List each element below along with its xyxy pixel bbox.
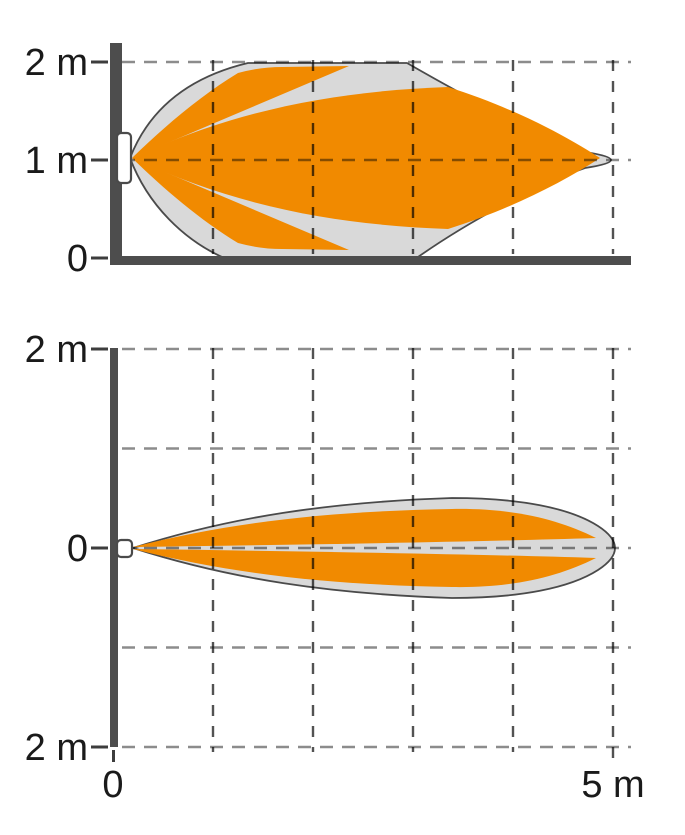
side-view-axis-labels: 2 m 1 m 0 [25,42,108,280]
y-axis-label: 0 [67,528,88,570]
side-view-beam-lower [132,158,349,250]
side-view-sensor-device [115,131,133,185]
y-axis-label: 0 [67,238,88,280]
x-axis-label: 0 [102,764,123,806]
top-view-beam-upper [133,508,596,547]
side-view-chart: 2 m 1 m 0 [25,42,631,280]
y-axis-label: 1 m [25,140,88,182]
y-axis-label: 2 m [25,42,88,84]
side-view-gridlines [122,60,631,254]
top-view-axis-labels: 2 m 0 2 m 0 5 m [25,329,645,806]
top-view-gridlines [122,347,631,766]
side-view-beam-center [132,87,600,229]
y-axis-label: 2 m [25,329,88,371]
top-view-beam-lower [133,549,596,588]
side-view-floor [110,256,631,265]
y-axis-label: 2 m [25,727,88,769]
top-view-sensor-device [115,538,134,559]
x-axis-label: 5 m [581,764,644,806]
top-view-wall [110,348,118,747]
top-view-chart: 2 m 0 2 m 0 5 m [25,329,645,806]
side-view-beam-upper [132,66,349,158]
